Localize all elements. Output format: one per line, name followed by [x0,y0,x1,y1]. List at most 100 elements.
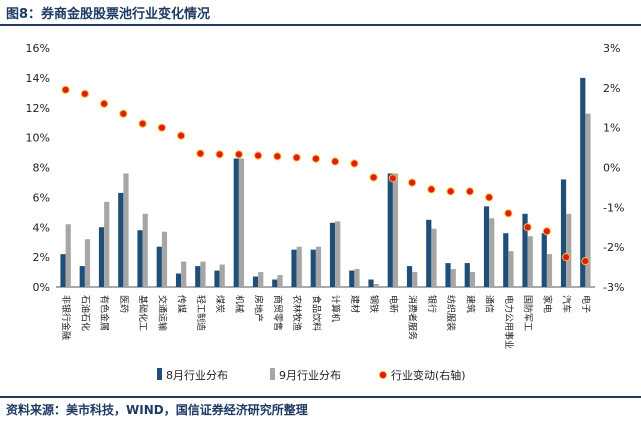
bar-aug [426,219,432,287]
change-point [80,89,89,98]
category-label: 消费者服务 [407,295,419,340]
y-left-tick-label: 0% [33,281,50,294]
bar-aug [406,266,413,287]
category-label: 电子 [580,295,592,313]
bar-aug [368,279,374,287]
category-label: 交通运输 [156,295,168,331]
bar-aug [445,263,451,287]
change-point [542,227,551,236]
bar-sep [354,269,360,287]
bar-sep [142,213,148,287]
bar-aug [310,249,316,287]
y-right-tick-label: 0% [603,162,620,175]
y-left-tick-label: 8% [33,162,50,175]
bar-sep [469,272,476,287]
change-point [369,173,378,182]
change-point [465,187,474,196]
category-label: 医药 [118,295,129,313]
bar-sep [585,113,591,287]
bar-sep [508,251,514,287]
bar-aug [464,263,470,287]
y-left-tick-label: 10% [26,132,50,145]
change-point [61,85,70,94]
change-point [138,119,147,128]
category-label: 轻工制造 [195,295,207,331]
category-label: 传媒 [176,295,188,313]
y-right-tick-label: -1% [603,201,624,214]
bar-sep [412,272,418,287]
category-label: 家电 [541,295,553,313]
bar-aug [137,230,143,287]
bar-aug [195,266,201,287]
change-point [196,149,205,158]
category-label: 煤炭 [214,295,226,313]
source-note: 资料来源：美市科技，WIND，国信证券经济研究所整理 [6,403,308,417]
industry-change-chart: 0% 2% 4% 6% 8% 10% 12% 14% 16% -3% -2% -1% 0% 1% 2% 3% 非… [26,42,625,382]
bar-aug [329,222,336,287]
change-point [273,152,282,161]
category-label: 建筑 [464,295,476,313]
bar-sep [277,275,283,287]
change-point [485,193,494,202]
bar-sep [566,213,572,287]
bar-sep [104,201,110,287]
change-point [446,187,455,196]
change-point [157,123,166,132]
bar-aug [387,173,393,287]
change-point [119,109,128,118]
change-point [311,154,320,163]
bar-aug [580,77,586,287]
category-label: 建材 [349,295,361,313]
category-label: 电新 [387,295,399,313]
category-label: 汽车 [561,295,573,313]
category-label: 石油石化 [79,295,91,331]
bar-sep [219,264,225,287]
bar-sep [335,221,341,287]
bar-aug [233,158,239,287]
bar-sep [315,246,322,287]
bar-sep [527,236,533,287]
legend-swatch-aug [157,368,162,380]
change-point [234,150,243,159]
bar-aug [560,179,567,287]
change-point [581,257,590,266]
category-label: 食品饮料 [310,295,322,331]
y-left-tick-label: 14% [26,72,50,85]
bar-sep [200,261,206,287]
bar-sep [65,224,71,287]
y-left-tick-label: 6% [33,191,50,204]
bar-aug [175,273,182,287]
bar-sep [373,284,379,287]
category-label: 计算机 [330,295,342,322]
change-point [331,157,340,166]
bar-sep [161,231,168,287]
bar-aug [79,266,85,287]
category-label: 国防军工 [522,295,534,331]
category-label: 非银行金融 [60,295,72,340]
change-point [504,209,513,218]
bar-aug [252,276,259,287]
legend-swatch-change [378,370,388,380]
category-label: 纺织服装 [445,295,457,331]
legend-label-change: 行业变动(右轴) [391,368,466,382]
category-label: 房地产 [253,295,265,322]
change-point [388,174,397,183]
change-point [100,99,109,108]
y-left-tick-label: 4% [33,221,50,234]
bar-aug [272,279,278,287]
change-point [350,159,359,168]
title-rule [0,24,641,26]
bar-aug [156,246,162,287]
y-right-tick-label: -2% [603,241,624,254]
y-right-tick-label: 3% [603,42,620,55]
bar-sep [546,254,553,287]
y-right-tick-label: -3% [603,281,624,294]
change-point [215,150,224,159]
change-point [523,223,532,232]
figure-title: 图8：券商金股股票池行业变化情况 [6,7,211,22]
bar-sep [181,261,187,287]
source-rule [0,396,641,398]
bar-aug [349,270,355,287]
category-label: 基础化工 [137,295,149,331]
bar-sep [258,272,264,287]
